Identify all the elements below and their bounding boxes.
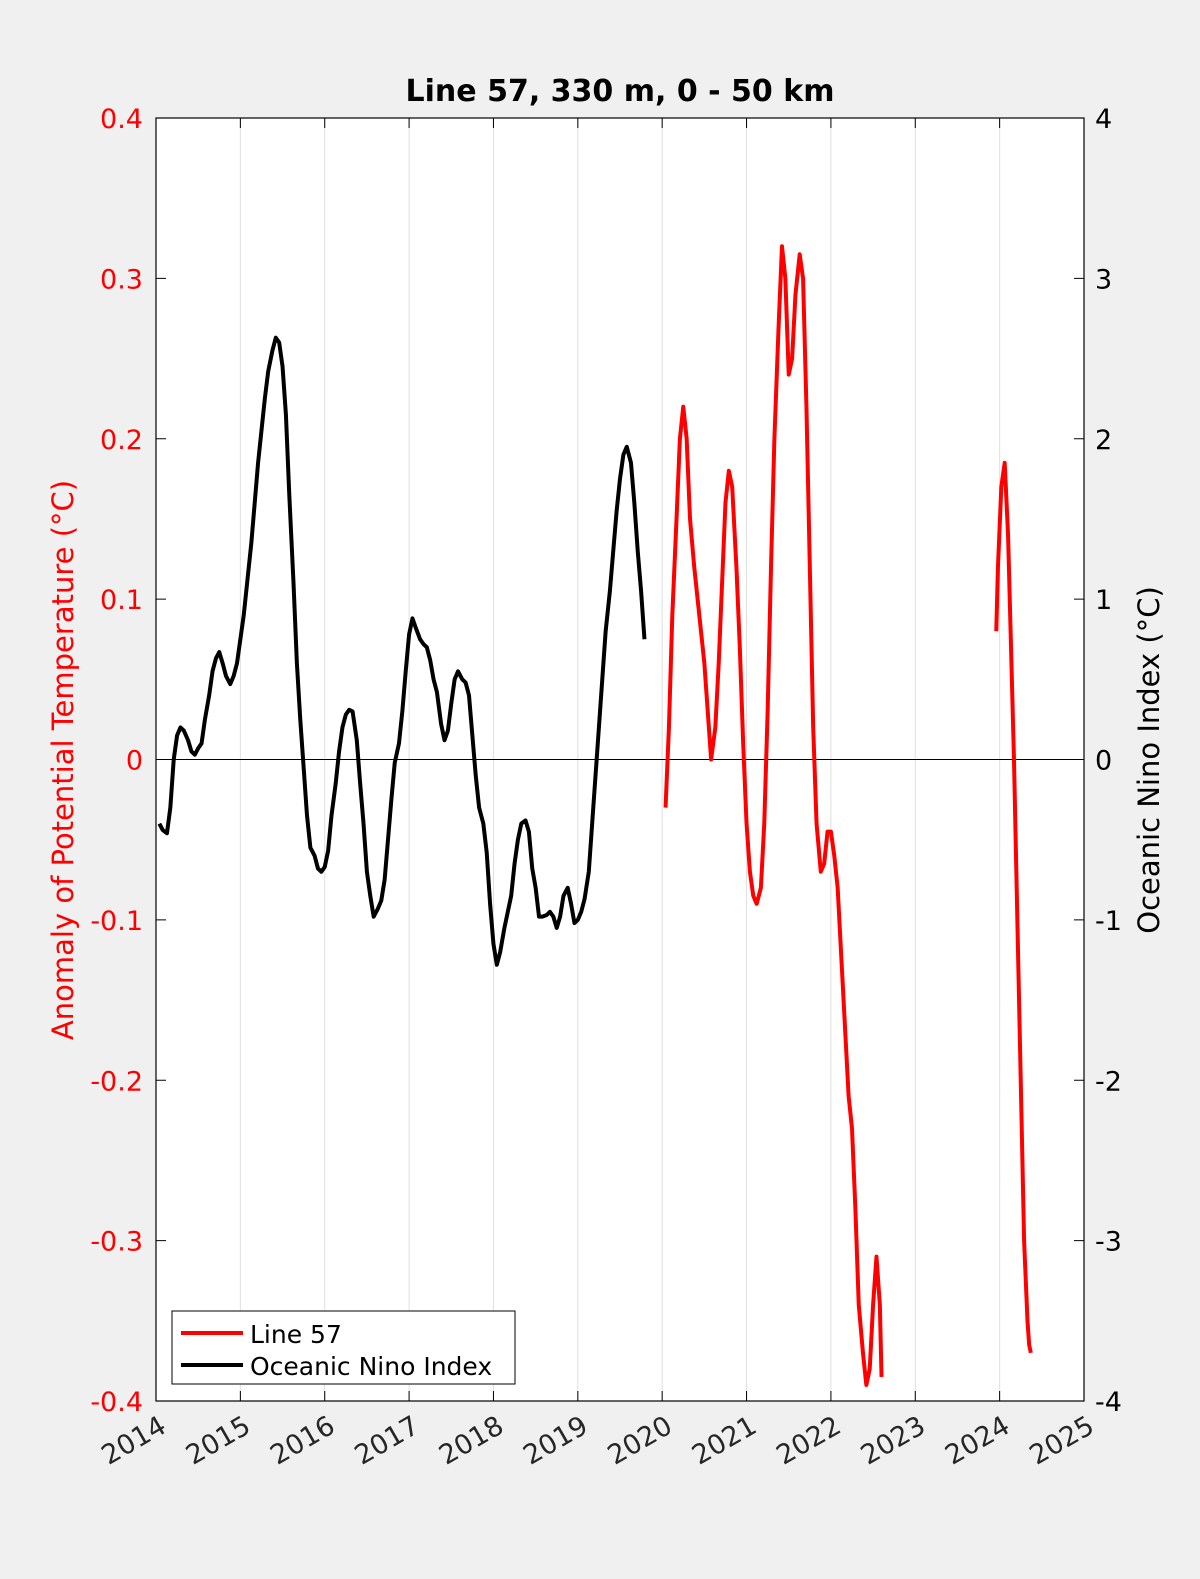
- y-tick-label-right: 3: [1095, 264, 1112, 295]
- y-tick-label-right: -4: [1095, 1387, 1122, 1418]
- y-tick-label-right: -2: [1095, 1066, 1122, 1097]
- legend: Line 57 Oceanic Nino Index: [171, 1310, 516, 1385]
- y-tick-label-right: 2: [1095, 425, 1112, 456]
- y-tick-label-left: -0.3: [90, 1227, 143, 1258]
- y-tick-label-right: -1: [1095, 906, 1122, 937]
- y-tick-label-left: 0.4: [100, 104, 143, 135]
- chart-title: Line 57, 330 m, 0 - 50 km: [406, 74, 835, 109]
- series-line-oni: [157, 335, 647, 967]
- y-tick-label-left: -0.1: [90, 906, 143, 937]
- legend-label-line57: Line 57: [250, 1320, 342, 1349]
- series-line-line57: [663, 244, 884, 1387]
- y-tick-label-left: 0.2: [100, 425, 143, 456]
- y-axis-left-label: Anomaly of Potential Temperature (°C): [46, 480, 80, 1040]
- y-axis-right-label: Oceanic Nino Index (°C): [1132, 586, 1166, 934]
- y-tick-label-left: 0: [126, 746, 143, 777]
- axis-ticks: [155, 117, 1085, 1402]
- y-tick-label-right: -3: [1095, 1227, 1122, 1258]
- y-tick-label-right: 1: [1095, 585, 1112, 616]
- y-tick-label-right: 0: [1095, 746, 1112, 777]
- series-line-line57: [994, 460, 1033, 1354]
- y-tick-label-left: 0.3: [100, 264, 143, 295]
- series-layer: [157, 244, 1033, 1387]
- y-tick-label-left: -0.2: [90, 1066, 143, 1097]
- y-tick-label-left: 0.1: [100, 585, 143, 616]
- y-tick-label-right: 4: [1095, 104, 1112, 135]
- y-tick-label-left: -0.4: [90, 1387, 143, 1418]
- legend-label-oni: Oceanic Nino Index: [250, 1352, 492, 1381]
- legend-box: [171, 1310, 516, 1385]
